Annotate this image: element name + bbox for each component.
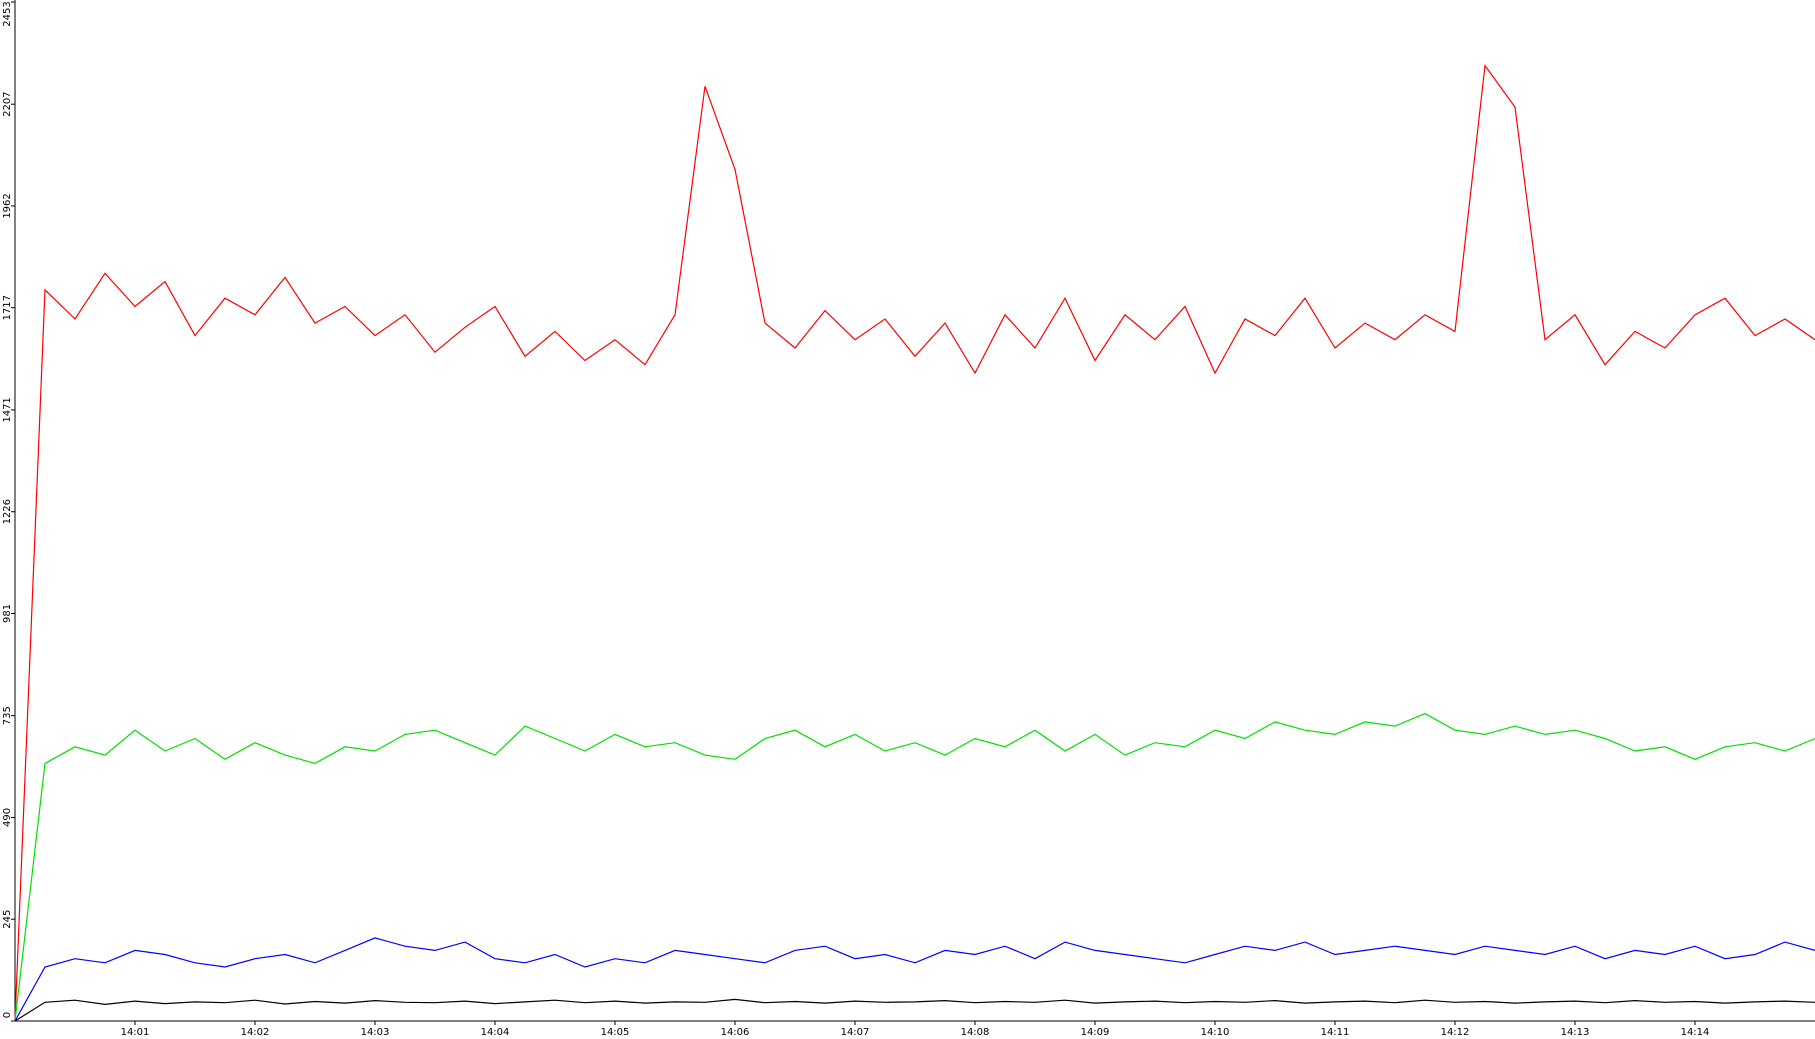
x-tick-label: 14:10 bbox=[1201, 1027, 1230, 1038]
x-tick-label: 14:14 bbox=[1681, 1027, 1710, 1038]
y-tick-label: 2207 bbox=[2, 91, 13, 116]
x-tick-label: 14:08 bbox=[961, 1027, 990, 1038]
x-tick-label: 14:03 bbox=[361, 1027, 390, 1038]
y-tick-label: 735 bbox=[2, 706, 13, 725]
x-tick-label: 14:02 bbox=[241, 1027, 270, 1038]
x-tick-label: 14:07 bbox=[841, 1027, 870, 1038]
x-tick-label: 14:13 bbox=[1561, 1027, 1590, 1038]
x-tick-label: 14:04 bbox=[481, 1027, 510, 1038]
series-line bbox=[14, 63, 1815, 1022]
y-tick-label: 981 bbox=[2, 604, 13, 623]
series-line bbox=[14, 998, 1815, 1022]
x-tick-label: 14:11 bbox=[1321, 1027, 1350, 1038]
y-tick-label: 1717 bbox=[2, 295, 13, 320]
y-tick-label: 490 bbox=[2, 808, 13, 827]
y-tick-label: 0 bbox=[2, 1012, 13, 1018]
x-tick-label: 14:01 bbox=[121, 1027, 150, 1038]
x-tick-label: 14:06 bbox=[721, 1027, 750, 1038]
y-tick-label: 1962 bbox=[2, 193, 13, 218]
series-line bbox=[14, 937, 1815, 1022]
y-tick-label: 2453 bbox=[2, 1, 13, 26]
y-tick-label: 1226 bbox=[2, 499, 13, 524]
y-tick-label: 1471 bbox=[2, 397, 13, 422]
x-tick-label: 14:09 bbox=[1081, 1027, 1110, 1038]
series-line bbox=[14, 712, 1815, 1022]
x-tick-label: 14:05 bbox=[601, 1027, 630, 1038]
y-tick-label: 245 bbox=[2, 910, 13, 929]
x-tick-label: 14:12 bbox=[1441, 1027, 1470, 1038]
